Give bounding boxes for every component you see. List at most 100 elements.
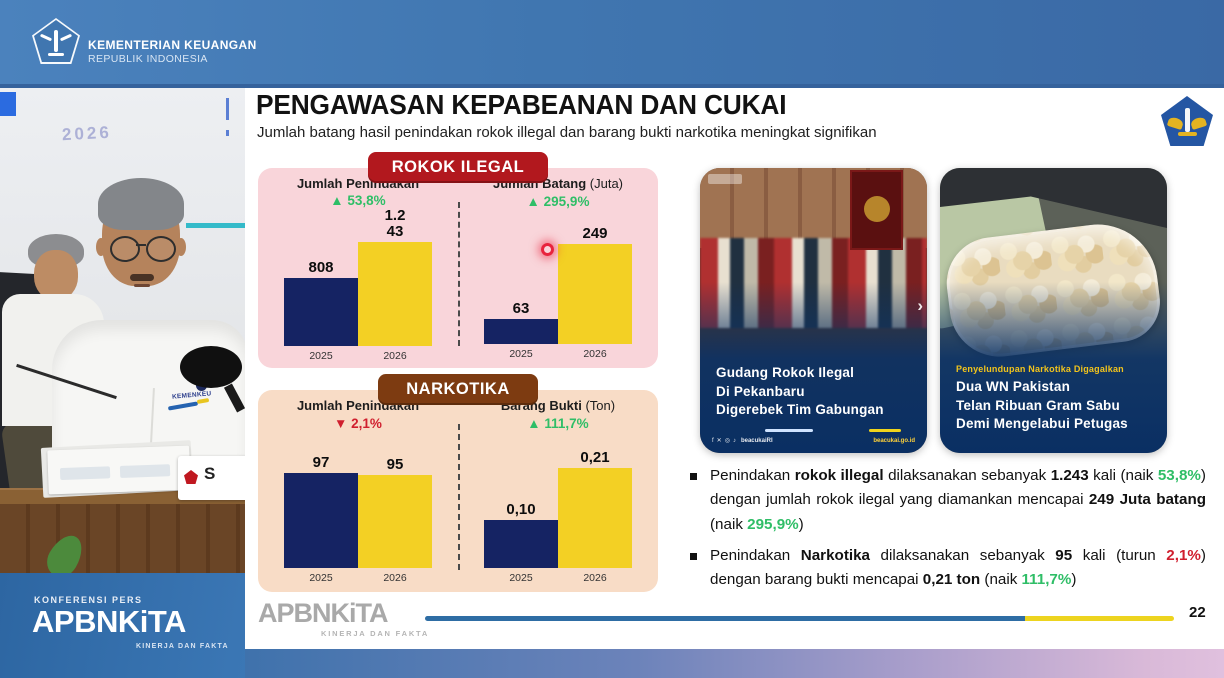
website-text: beacukai.go.id <box>873 437 915 444</box>
glasses-lens <box>110 236 140 262</box>
card-caption: Gudang Rokok Ilegal Di Pekanbaru Digerebek… <box>716 364 917 419</box>
bar-value-label: 63 <box>512 299 530 317</box>
rokok-ilegal-panel: Jumlah Penindakan ▲ 53,8% 808 1.2 43 2025 2… <box>258 168 658 368</box>
narkotika-panel: Jumlah Penindakan ▼ 2,1% 97 95 2025 2026 B… <box>258 390 658 592</box>
instagram-icon: ◎ <box>724 438 730 444</box>
chart-bars: 808 1.2 43 <box>284 207 432 347</box>
social-handle: beacukaiRI <box>740 437 773 444</box>
bar-2025 <box>284 278 358 347</box>
narkotika-badge: NARKOTIKA <box>378 374 538 405</box>
beacukai-watermark <box>708 174 742 184</box>
speaker-video-feed: 2026 KEMENKEU S <box>0 88 245 678</box>
bar-value-label: 249 <box>582 224 608 242</box>
x-axis-label: 2026 <box>383 350 407 363</box>
chart-rokok-batang: Jumlah Batang (Juta) ▲ 295,9% 63 249 2025… <box>458 176 658 368</box>
bar-column: 1.2 43 <box>358 207 432 347</box>
caption-gradient-overlay <box>940 282 1167 453</box>
footer-kicker: KONFERENSI PERS <box>34 595 143 605</box>
bullet-item: Penindakan Narkotika dilaksanakan sebany… <box>690 544 1206 593</box>
slide-footer-brand: APBNKiTA <box>258 598 388 628</box>
chart-bars: 63 249 <box>484 224 632 344</box>
projection-blue-block <box>0 92 16 116</box>
tiktok-icon: ♪ <box>732 437 736 444</box>
chart-narkotika-penindakan: Jumlah Penindakan ▼ 2,1% 97 95 2025 2026 <box>258 398 458 592</box>
glasses-bridge <box>136 244 146 246</box>
bar-2026 <box>558 468 632 568</box>
card-caption-line: Digerebek Tim Gabungan <box>716 401 884 417</box>
bar-2026 <box>358 242 432 347</box>
x-axis-label: 2026 <box>583 348 607 360</box>
chart-x-axis: 2025 2026 <box>284 350 432 362</box>
projection-dash <box>226 98 229 120</box>
speaker-ear <box>176 238 186 256</box>
government-header: KEMENTERIAN KEUANGAN REPUBLIK INDONESIA <box>0 0 1224 88</box>
card-caption-line: Di Pekanbaru <box>716 383 805 399</box>
chart-x-axis: 2025 2026 <box>484 572 632 584</box>
chart-delta: ▲ 111,7% <box>527 416 589 431</box>
projection-teal-line <box>186 223 245 228</box>
bar-value-label: 808 <box>308 259 334 277</box>
chart-divider <box>458 202 460 346</box>
caption-gradient-overlay <box>700 282 927 453</box>
news-card-rokok: Gudang Rokok Ilegal Di Pekanbaru Digerebek… <box>700 168 927 453</box>
social-bar: f ✕ ◎ ♪ beacukaiRI beacukai.go.id <box>712 437 915 445</box>
x-axis-label: 2025 <box>509 572 533 584</box>
bar-2026 <box>558 244 632 344</box>
bar-column: 808 <box>284 259 358 347</box>
bar-column: 0,10 <box>484 500 558 568</box>
speaker-mouth <box>134 284 150 287</box>
customs-crest-banner <box>850 170 903 250</box>
card-topic-label: Penyelundupan Narkotika Digagalkan <box>956 364 1124 375</box>
chart-delta: ▲ 53,8% <box>330 193 386 208</box>
bar-value-label: 0,10 <box>506 500 536 518</box>
card-caption-line: Dua WN Pakistan <box>956 379 1071 395</box>
laser-pointer-dot <box>541 243 554 256</box>
apbnkita-logo: APBNKiTA <box>32 604 186 639</box>
bottom-gradient-bar <box>245 646 1224 678</box>
story-progress-yellow <box>869 429 901 432</box>
bar-column: 63 <box>484 299 558 344</box>
card-caption-line: Gudang Rokok Ilegal <box>716 365 855 381</box>
glasses-lens <box>146 236 176 262</box>
bar-value-label: 95 <box>386 455 404 473</box>
chart-narkotika-barang-bukti: Barang Bukti (Ton) ▲ 111,7% 0,10 0,21 202… <box>458 398 658 592</box>
bar-value-label: 1.2 43 <box>384 207 406 241</box>
presentation-slide: PENGAWASAN KEPABEANAN DAN CUKAI Jumlah b… <box>245 88 1224 646</box>
bar-column: 0,21 <box>558 448 632 568</box>
projected-year-text: 2026 <box>61 122 113 145</box>
slide-progress-blue <box>425 616 1025 621</box>
x-axis-label: 2026 <box>383 572 407 584</box>
bar-2025 <box>484 520 558 568</box>
bar-column: 95 <box>358 455 432 568</box>
bar-column: 249 <box>558 224 632 344</box>
rokok-ilegal-badge: ROKOK ILEGAL <box>368 152 548 183</box>
chart-bars: 97 95 <box>284 453 432 568</box>
x-axis-label: 2026 <box>583 572 607 584</box>
ministry-subtitle: REPUBLIK INDONESIA <box>88 53 208 65</box>
nameplate-text: S <box>204 464 216 483</box>
slide-subtitle: Jumlah batang hasil penindakan rokok ill… <box>257 124 877 141</box>
x-axis-label: 2025 <box>509 348 533 360</box>
bar-2026 <box>358 475 432 568</box>
ministry-name: KEMENTERIAN KEUANGAN <box>88 38 257 52</box>
card-caption-line: Telan Ribuan Gram Sabu <box>956 397 1120 413</box>
kemenkeu-slide-logo-icon <box>1161 96 1213 146</box>
page-number: 22 <box>1189 604 1206 621</box>
bar-2025 <box>284 473 358 568</box>
x-icon: ✕ <box>716 438 722 444</box>
bar-2025 <box>484 319 558 344</box>
chart-rokok-penindakan: Jumlah Penindakan ▲ 53,8% 808 1.2 43 2025 2… <box>258 176 458 368</box>
chart-delta: ▼ 2,1% <box>334 416 382 431</box>
card-caption-line: Demi Mengelabui Petugas <box>956 415 1128 431</box>
carousel-next-icon: › <box>917 296 923 315</box>
microphone-icon <box>180 346 242 388</box>
speaker-ear <box>96 238 106 256</box>
bar-value-label: 0,21 <box>580 448 610 466</box>
slide-progress-yellow <box>1025 616 1174 621</box>
bar-value-label: 97 <box>312 453 330 471</box>
summary-bullets: Penindakan rokok illegal dilaksanakan se… <box>688 464 1206 600</box>
eagle-emblem-icon <box>864 196 890 222</box>
desk-nameplate: S <box>178 456 245 500</box>
facebook-icon: f <box>712 437 714 444</box>
